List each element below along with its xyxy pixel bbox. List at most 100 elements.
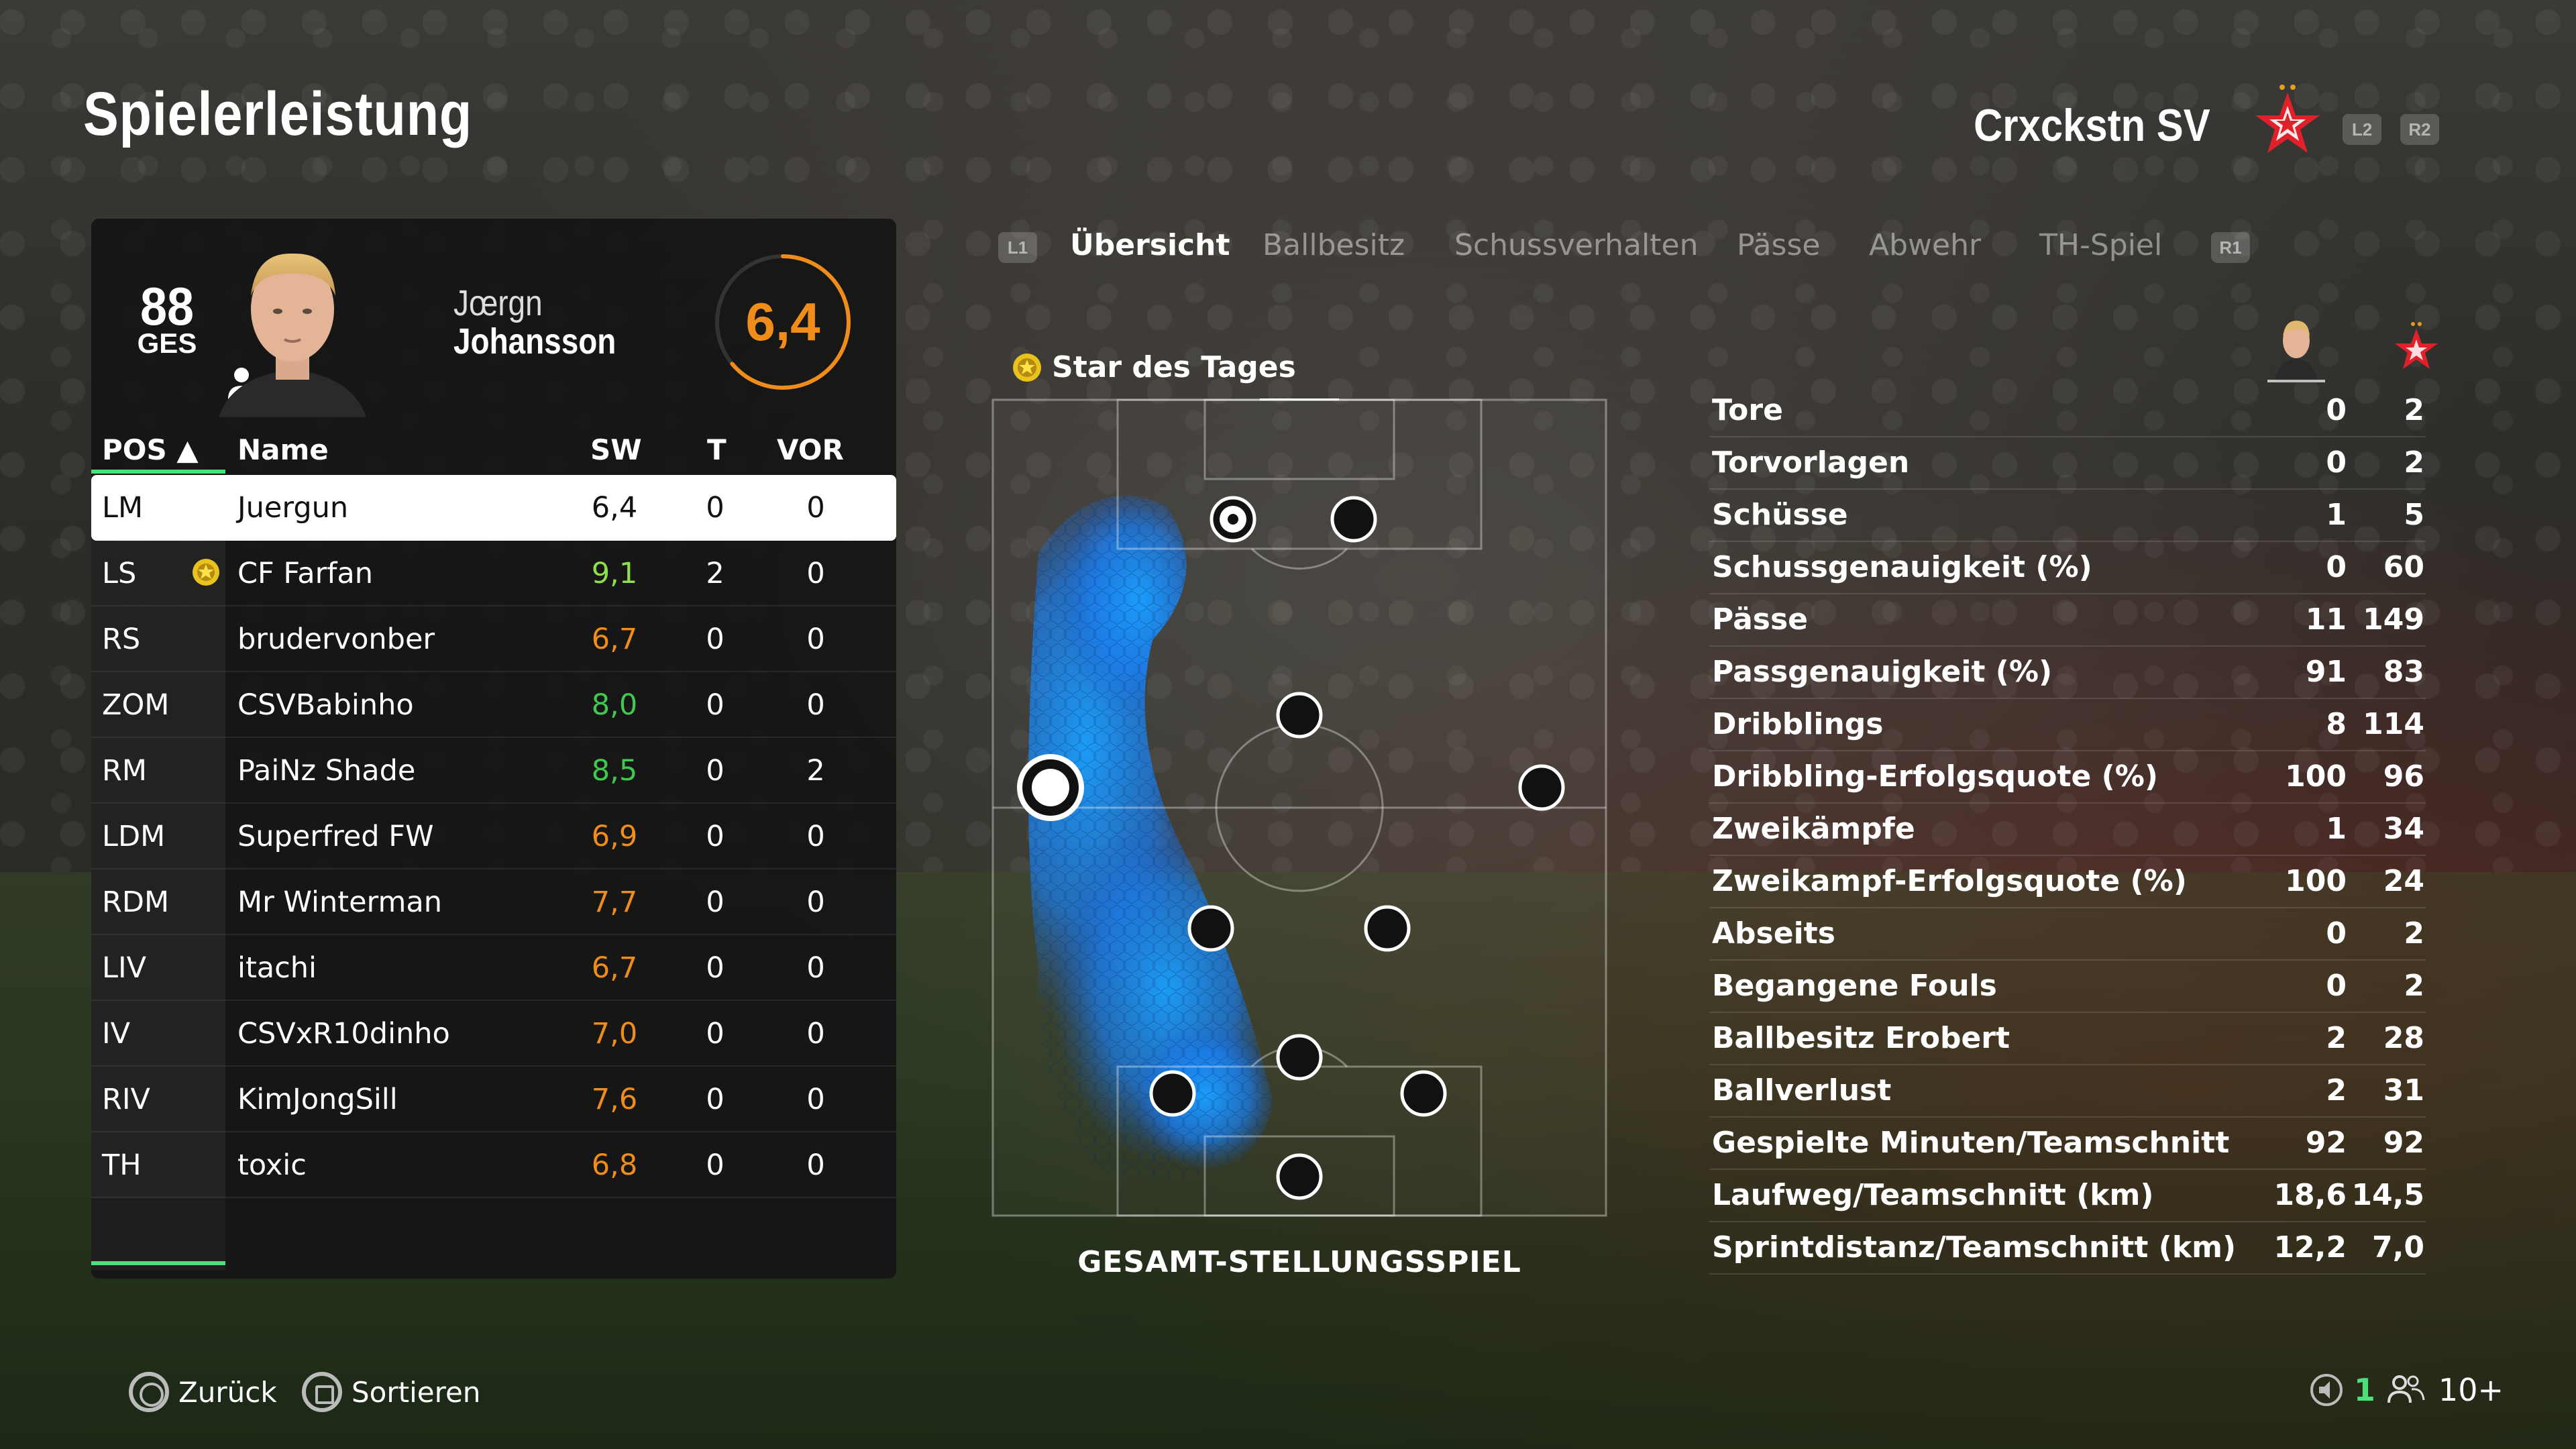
assists-cell: 0 <box>806 688 825 722</box>
player-last-name: Johansson <box>453 321 616 362</box>
stat-team-value: 2 <box>2404 969 2424 1003</box>
table-row[interactable]: RDM Mr Winterman 7,7 0 0 <box>91 869 896 935</box>
rating-cell: 7,0 <box>591 1017 638 1051</box>
r2-button-icon[interactable]: R2 <box>2400 114 2439 145</box>
r1-button-icon[interactable]: R1 <box>2211 232 2250 263</box>
stat-team-value: 5 <box>2404 498 2424 532</box>
stat-row: Dribbling-Erfolgsquote (%) 100 96 <box>1709 751 2426 804</box>
page-title: Spielerleistung <box>83 80 473 148</box>
l2-button-icon[interactable]: L2 <box>2343 114 2381 145</box>
match-rating-value: 6,4 <box>745 292 820 352</box>
player-name-cell: brudervonber <box>237 623 435 656</box>
team-crest-small-icon <box>2395 322 2438 369</box>
stat-player-value: 8 <box>2326 707 2347 741</box>
position-cell: LDM <box>102 820 166 853</box>
table-row[interactable]: TH toxic 6,8 0 0 <box>91 1132 896 1198</box>
stat-label: Pässe <box>1712 602 1808 637</box>
stat-label: Ballverlust <box>1712 1073 1892 1108</box>
table-row[interactable]: LIV itachi 6,7 0 0 <box>91 935 896 1001</box>
stat-label: Zweikämpfe <box>1712 812 1915 846</box>
voice-chat-icon <box>2310 1374 2343 1406</box>
l1-button-icon[interactable]: L1 <box>998 232 1037 263</box>
tab-2[interactable]: Schussverhalten <box>1454 228 1699 262</box>
assists-cell: 2 <box>806 754 825 788</box>
square-button-icon <box>302 1372 342 1412</box>
col-pos-header[interactable]: POS ▲ <box>102 433 199 466</box>
tab-1[interactable]: Ballbesitz <box>1263 228 1405 262</box>
table-row[interactable]: RIV KimJongSill 7,6 0 0 <box>91 1067 896 1132</box>
stat-team-value: 96 <box>2383 759 2424 794</box>
goals-cell: 0 <box>706 885 724 919</box>
star-of-day-icon <box>1013 353 1041 382</box>
player-avatar-icon <box>2267 321 2325 382</box>
sort-button[interactable]: Sortieren <box>302 1372 480 1412</box>
assists-cell: 0 <box>806 820 825 853</box>
stat-player-value: 2 <box>2326 1021 2347 1055</box>
stat-player-value: 2 <box>2326 1073 2347 1108</box>
teammate-marker <box>1276 692 1323 739</box>
table-row[interactable]: RM PaiNz Shade 8,5 0 2 <box>91 738 896 804</box>
sort-label: Sortieren <box>352 1375 481 1409</box>
goals-cell: 0 <box>706 623 724 656</box>
goals-cell: 2 <box>706 557 724 590</box>
teammate-marker <box>1187 905 1234 952</box>
stat-team-value: 2 <box>2404 445 2424 480</box>
col-vor-header[interactable]: VOR <box>777 433 844 466</box>
back-label: Zurück <box>178 1375 277 1409</box>
stat-team-value: 24 <box>2383 864 2424 898</box>
teammate-marker <box>1276 1034 1323 1081</box>
stat-label: Ballbesitz Erobert <box>1712 1021 2010 1055</box>
assists-cell: 0 <box>806 491 825 525</box>
stat-team-value: 2 <box>2404 393 2424 427</box>
stat-team-value: 14,5 <box>2351 1178 2424 1212</box>
assists-cell: 0 <box>806 1017 825 1051</box>
table-row[interactable]: ZOM CSVBabinho 8,0 0 0 <box>91 672 896 738</box>
table-row[interactable]: LM Juergun 6,4 0 0 <box>91 475 896 541</box>
tab-3[interactable]: Pässe <box>1737 228 1821 262</box>
tab-0[interactable]: Übersicht <box>1070 228 1230 262</box>
stat-player-value: 0 <box>2326 916 2347 951</box>
stat-label: Gespielte Minuten/Teamschnitt <box>1712 1126 2230 1160</box>
heatmap-caption: GESAMT-STELLUNGSSPIEL <box>1077 1245 1521 1279</box>
rating-cell: 6,4 <box>591 491 638 525</box>
table-row[interactable]: IV CSVxR10dinho 7,0 0 0 <box>91 1001 896 1067</box>
table-row[interactable]: LDM Superfred FW 6,9 0 0 <box>91 804 896 869</box>
stat-team-value: 114 <box>2363 707 2424 741</box>
stat-team-value: 149 <box>2363 602 2424 637</box>
tab-5[interactable]: TH-Spiel <box>2039 228 2163 262</box>
stat-label: Abseits <box>1712 916 1835 951</box>
player-card: 88 GES Jœrgn Johansson 6,4 <box>91 219 896 417</box>
col-t-header[interactable]: T <box>707 433 727 466</box>
player-markers <box>1017 496 1565 1200</box>
col-name-header[interactable]: Name <box>237 433 329 466</box>
position-cell: ZOM <box>102 688 170 722</box>
stat-row: Dribblings 8 114 <box>1709 699 2426 751</box>
player-name-cell: itachi <box>237 951 317 985</box>
back-button[interactable]: Zurück <box>129 1372 277 1412</box>
stat-row: Sprintdistanz/Teamschnitt (km) 12,2 7,0 <box>1709 1222 2426 1275</box>
table-row[interactable]: RS brudervonber 6,7 0 0 <box>91 606 896 672</box>
stat-label: Schüsse <box>1712 498 1848 532</box>
position-cell: LS <box>102 557 137 590</box>
assists-cell: 0 <box>806 1083 825 1116</box>
position-cell: RM <box>102 754 147 788</box>
player-name-cell: CSVBabinho <box>237 688 414 722</box>
stat-row: Begangene Fouls 0 2 <box>1709 961 2426 1013</box>
stat-row: Torvorlagen 0 2 <box>1709 437 2426 490</box>
tab-4[interactable]: Abwehr <box>1869 228 1982 262</box>
teammate-marker <box>1149 1070 1196 1117</box>
col-sw-header[interactable]: SW <box>590 433 642 466</box>
rating-cell: 9,1 <box>591 557 638 590</box>
stat-team-value: 34 <box>2383 812 2424 846</box>
rating-cell: 8,0 <box>591 688 638 722</box>
position-cell: RDM <box>102 885 170 919</box>
goals-cell: 0 <box>706 1083 724 1116</box>
stat-player-value: 0 <box>2326 393 2347 427</box>
stat-team-value: 7,0 <box>2372 1230 2424 1265</box>
player-name-cell: CSVxR10dinho <box>237 1017 450 1051</box>
table-row[interactable]: LS CF Farfan 9,1 2 0 <box>91 541 896 606</box>
rating-cell: 7,6 <box>591 1083 638 1116</box>
position-heatmap <box>991 398 1607 1217</box>
party-count: 10+ <box>2438 1372 2504 1408</box>
match-rating-ring <box>715 254 851 390</box>
